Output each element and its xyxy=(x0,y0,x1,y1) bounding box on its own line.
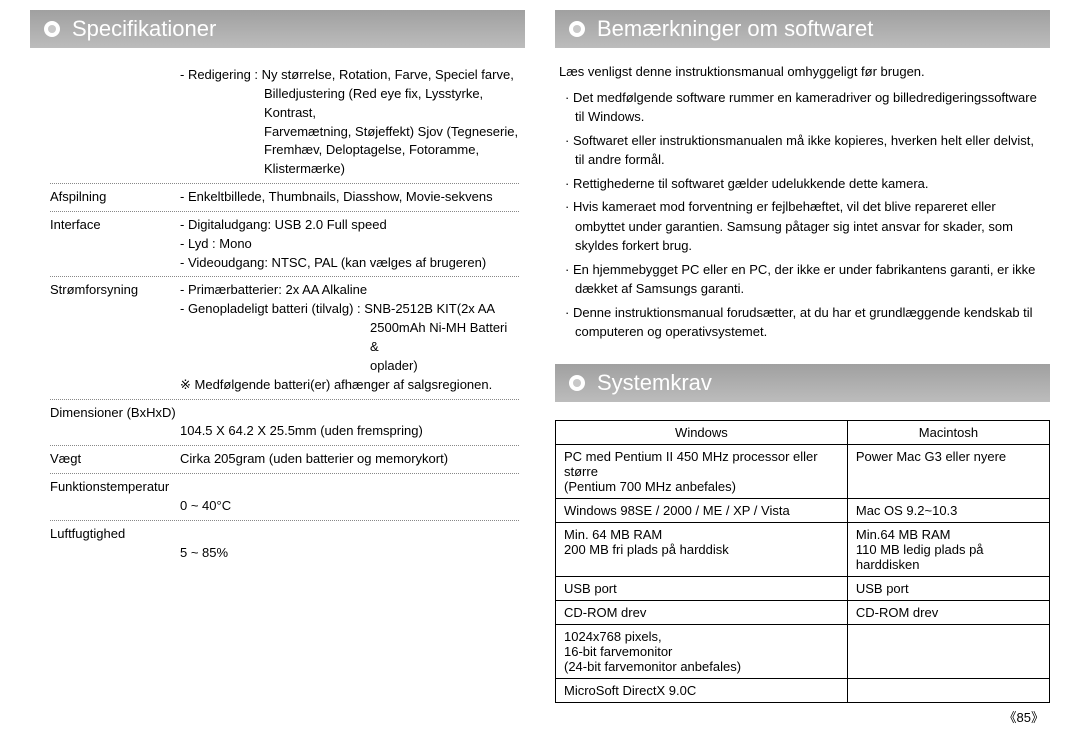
notes-item: Denne instruktionsmanual forudsætter, at… xyxy=(565,303,1046,342)
spec-label: Afspilning xyxy=(50,188,180,207)
sys-cell-mac: USB port xyxy=(847,576,1049,600)
spec-body: - Redigering : Ny størrelse, Rotation, F… xyxy=(30,62,525,566)
table-row: MicroSoft DirectX 9.0C xyxy=(556,678,1050,702)
table-row: USB portUSB port xyxy=(556,576,1050,600)
spec-row: VægtCirka 205gram (uden batterier og mem… xyxy=(50,446,519,474)
table-row: Windows 98SE / 2000 / ME / XP / VistaMac… xyxy=(556,498,1050,522)
notes-item: Det medfølgende software rummer en kamer… xyxy=(565,88,1046,127)
notes-list: Det medfølgende software rummer en kamer… xyxy=(559,88,1046,342)
sys-cell-win: USB port xyxy=(556,576,848,600)
sys-cell-mac xyxy=(847,678,1049,702)
spec-label: Strømforsyning xyxy=(50,281,180,394)
sys-th-mac: Macintosh xyxy=(847,420,1049,444)
editing-line-4: Klistermærke) xyxy=(264,160,519,179)
sys-cell-mac: Mac OS 9.2~10.3 xyxy=(847,498,1049,522)
editing-line-1: Billedjustering (Red eye fix, Lysstyrke,… xyxy=(264,85,519,123)
editing-line-0: Ny størrelse, Rotation, Farve, Speciel f… xyxy=(262,67,514,82)
notes-title: Bemærkninger om softwaret xyxy=(597,16,873,41)
spec-label: Dimensioner (BxHxD) xyxy=(50,404,519,423)
notes-item: Hvis kameraet mod forventning er fejlbeh… xyxy=(565,197,1046,256)
sys-cell-win: PC med Pentium II 450 MHz processor elle… xyxy=(556,444,848,498)
right-column: Bemærkninger om softwaret Læs venligst d… xyxy=(555,10,1050,726)
sys-cell-mac: Power Mac G3 eller nyere xyxy=(847,444,1049,498)
sys-cell-win: CD-ROM drev xyxy=(556,600,848,624)
table-row: Min. 64 MB RAM200 MB fri plads på harddi… xyxy=(556,522,1050,576)
editing-line-2: Farvemætning, Støjeffekt) Sjov (Tegneser… xyxy=(264,123,519,142)
sys-cell-mac xyxy=(847,624,1049,678)
spec-value: 5 ~ 85% xyxy=(50,544,519,563)
editing-line-3: Fremhæv, Deloptagelse, Fotoramme, xyxy=(264,141,519,160)
spec-value: 104.5 X 64.2 X 25.5mm (uden fremspring) xyxy=(50,422,519,441)
table-row: CD-ROM drevCD-ROM drev xyxy=(556,600,1050,624)
spec-value: 0 ~ 40°C xyxy=(50,497,519,516)
page-number: 《85》 xyxy=(555,707,1050,726)
table-row: 1024x768 pixels,16-bit farvemonitor(24-b… xyxy=(556,624,1050,678)
sys-cell-win: 1024x768 pixels,16-bit farvemonitor(24-b… xyxy=(556,624,848,678)
spec-value: Cirka 205gram (uden batterier og memoryk… xyxy=(180,450,519,469)
spec-row: Dimensioner (BxHxD)104.5 X 64.2 X 25.5mm… xyxy=(50,400,519,447)
notes-header: Bemærkninger om softwaret xyxy=(555,10,1050,48)
sys-cell-mac: CD-ROM drev xyxy=(847,600,1049,624)
notes-lead: Læs venligst denne instruktionsmanual om… xyxy=(559,62,1046,82)
spec-row: Funktionstemperatur0 ~ 40°C xyxy=(50,474,519,521)
header-bullet-icon xyxy=(44,21,60,37)
notes-item: Rettighederne til softwaret gælder udelu… xyxy=(565,174,1046,194)
sysreq-table: Windows Macintosh PC med Pentium II 450 … xyxy=(555,420,1050,703)
spec-row: Luftfugtighed5 ~ 85% xyxy=(50,521,519,567)
left-column: Specifikationer - Redigering : Ny større… xyxy=(30,10,525,726)
notes-body: Læs venligst denne instruktionsmanual om… xyxy=(555,62,1050,346)
spec-row: Interface- Digitaludgang: USB 2.0 Full s… xyxy=(50,212,519,278)
spec-row: Afspilning- Enkeltbillede, Thumbnails, D… xyxy=(50,184,519,212)
spec-header: Specifikationer xyxy=(30,10,525,48)
sys-cell-win: MicroSoft DirectX 9.0C xyxy=(556,678,848,702)
header-bullet-icon xyxy=(569,375,585,391)
editing-label: - Redigering : xyxy=(180,67,258,82)
sysreq-header: Systemkrav xyxy=(555,364,1050,402)
spec-value: - Digitaludgang: USB 2.0 Full speed- Lyd… xyxy=(180,216,519,273)
sys-th-win: Windows xyxy=(556,420,848,444)
sysreq-title: Systemkrav xyxy=(597,370,712,395)
notes-item: Softwaret eller instruktionsmanualen må … xyxy=(565,131,1046,170)
spec-label: Luftfugtighed xyxy=(50,525,519,544)
spec-label: Interface xyxy=(50,216,180,273)
notes-item: En hjemmebygget PC eller en PC, der ikke… xyxy=(565,260,1046,299)
spec-label: Vægt xyxy=(50,450,180,469)
table-row: PC med Pentium II 450 MHz processor elle… xyxy=(556,444,1050,498)
spec-value: - Enkeltbillede, Thumbnails, Diasshow, M… xyxy=(180,188,519,207)
sys-cell-win: Min. 64 MB RAM200 MB fri plads på harddi… xyxy=(556,522,848,576)
sys-cell-mac: Min.64 MB RAM110 MB ledig plads på hardd… xyxy=(847,522,1049,576)
sys-cell-win: Windows 98SE / 2000 / ME / XP / Vista xyxy=(556,498,848,522)
spec-value: - Primærbatterier: 2x AA Alkaline- Genop… xyxy=(180,281,519,394)
spec-title: Specifikationer xyxy=(72,16,216,41)
spec-row: Strømforsyning- Primærbatterier: 2x AA A… xyxy=(50,277,519,399)
header-bullet-icon xyxy=(569,21,585,37)
spec-label: Funktionstemperatur xyxy=(50,478,519,497)
spec-row-editing: - Redigering : Ny størrelse, Rotation, F… xyxy=(50,62,519,184)
